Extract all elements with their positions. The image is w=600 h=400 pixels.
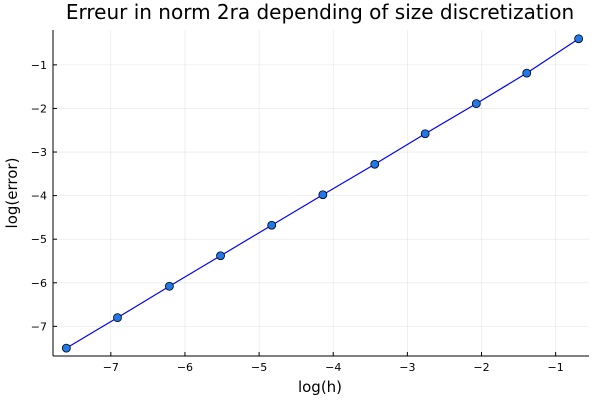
data-point (318, 190, 328, 200)
x-axis-label: log(h) (298, 378, 342, 396)
data-point (522, 68, 532, 78)
data-point (61, 343, 71, 353)
y-tick-label: −4 (31, 190, 47, 203)
data-point (574, 34, 584, 44)
series (61, 34, 584, 353)
grid (53, 30, 589, 356)
data-point (216, 251, 225, 261)
x-tick-label: −2 (473, 361, 489, 374)
y-tick-label: −3 (31, 146, 47, 159)
y-tick-label: −7 (31, 320, 47, 333)
data-point (370, 159, 380, 169)
data-point (164, 281, 174, 291)
data-point (267, 220, 277, 230)
x-tick-label: −1 (548, 361, 564, 374)
data-point (113, 313, 122, 323)
data-point (471, 99, 481, 109)
y-tick-label: −2 (31, 102, 47, 115)
ticks: −7 −6 −5 −4 −3 −2 −1 −7 −6 −5 −4 −3 −2 −1 (31, 59, 564, 374)
x-tick-label: −3 (399, 361, 415, 374)
y-tick-label: −1 (31, 59, 47, 72)
y-tick-label: −5 (31, 233, 47, 246)
x-tick-label: −4 (325, 361, 341, 374)
x-tick-label: −6 (177, 361, 193, 374)
y-tick-label: −6 (31, 277, 47, 290)
data-point (420, 129, 430, 139)
x-tick-label: −7 (103, 361, 119, 374)
x-tick-label: −5 (251, 361, 267, 374)
chart-title: Erreur in norm 2ra depending of size dis… (66, 0, 574, 24)
y-axis-label: log(error) (3, 158, 21, 229)
axes (52, 30, 589, 357)
